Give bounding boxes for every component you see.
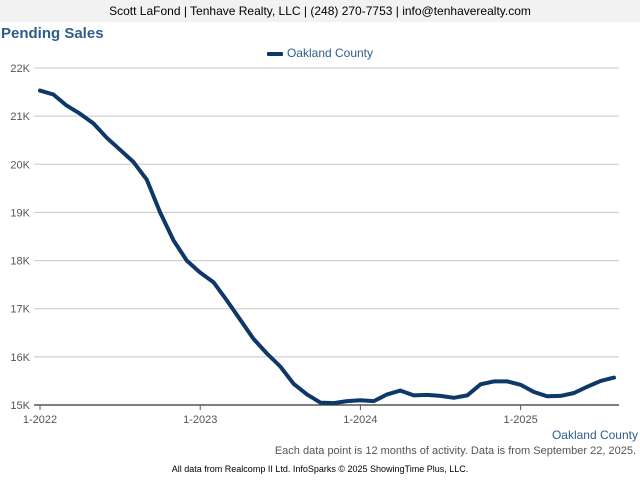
y-tick-label: 18K: [10, 256, 30, 268]
y-tick-label: 21K: [10, 111, 30, 123]
series-line-oakland-county: [38, 88, 616, 406]
y-tick-label: 16K: [10, 352, 30, 364]
y-tick-label: 22K: [10, 63, 30, 75]
y-tick-label: 19K: [10, 207, 30, 219]
x-tick-label: 1-2025: [503, 414, 537, 426]
legend-label: Oakland County: [286, 46, 374, 60]
data-footnote: Each data point is 12 months of activity…: [274, 445, 636, 457]
data-credits: All data from Realcomp II Ltd. InfoSpark…: [171, 464, 469, 474]
y-tick-label: 15K: [10, 400, 30, 412]
chart-title: Pending Sales: [1, 25, 104, 42]
legend-swatch: [266, 51, 283, 56]
x-end-label: Oakland County: [552, 428, 638, 442]
x-tick-label: 1-2023: [183, 414, 217, 426]
x-tick-label: 1-2024: [343, 414, 377, 426]
y-tick-label: 17K: [10, 304, 30, 316]
chart-legend: Oakland County: [0, 46, 640, 60]
contact-header: Scott LaFond | Tenhave Realty, LLC | (24…: [0, 0, 640, 22]
x-tick-label: 1-2022: [23, 414, 57, 426]
y-tick-label: 20K: [10, 159, 30, 171]
